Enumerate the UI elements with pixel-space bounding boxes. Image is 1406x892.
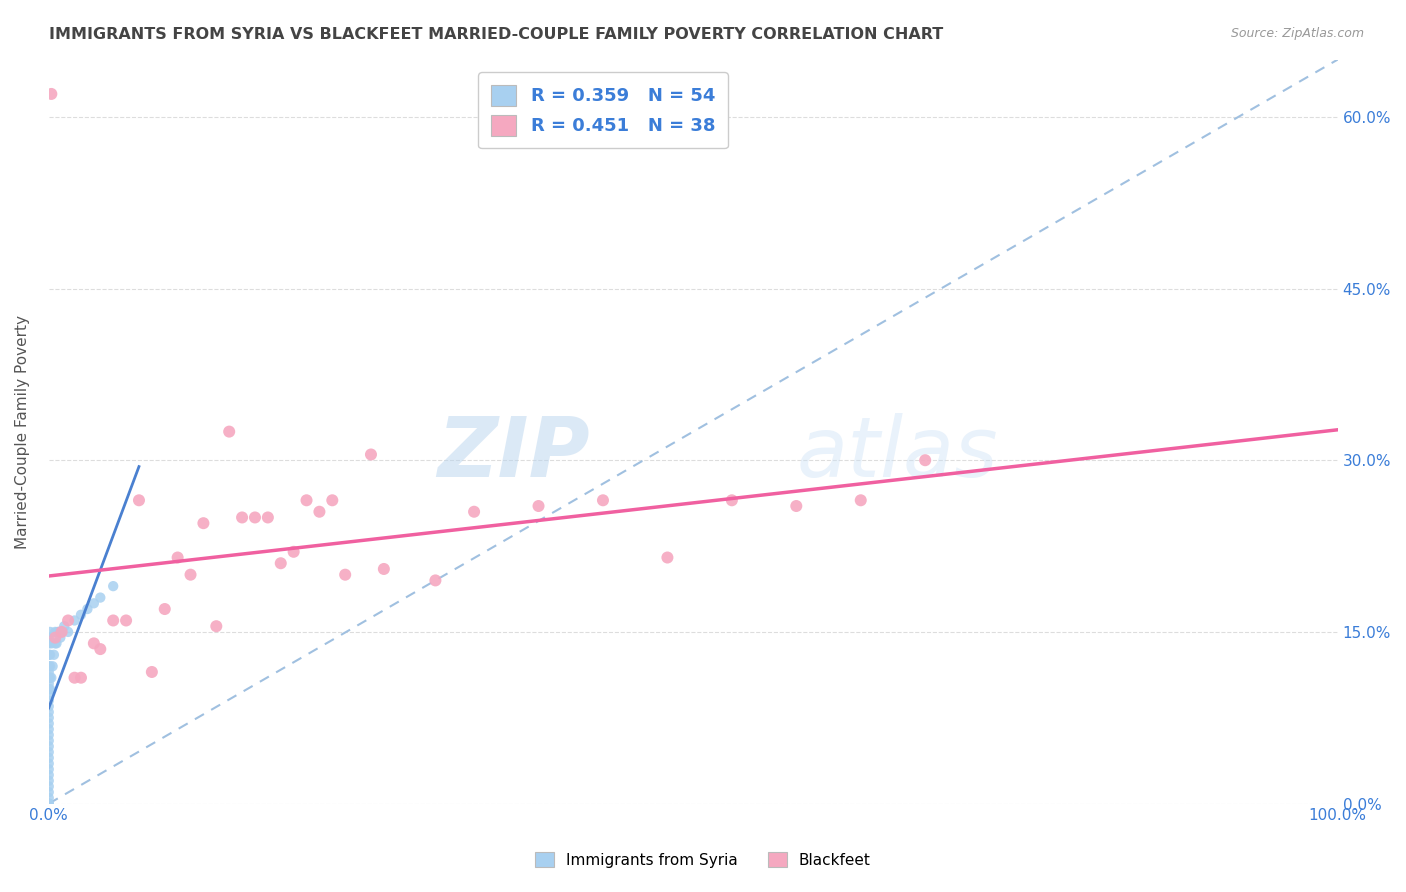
Point bbox=[38, 716, 60, 731]
Point bbox=[41, 671, 63, 685]
Point bbox=[849, 493, 872, 508]
Point bbox=[38, 693, 60, 707]
Point bbox=[180, 567, 202, 582]
Text: IMMIGRANTS FROM SYRIA VS BLACKFEET MARRIED-COUPLE FAMILY POVERTY CORRELATION CHA: IMMIGRANTS FROM SYRIA VS BLACKFEET MARRI… bbox=[49, 27, 943, 42]
Point bbox=[38, 671, 60, 685]
Point bbox=[49, 631, 72, 645]
Point bbox=[38, 636, 60, 650]
Legend: R = 0.359   N = 54, R = 0.451   N = 38: R = 0.359 N = 54, R = 0.451 N = 38 bbox=[478, 72, 728, 148]
Point bbox=[38, 733, 60, 747]
Point bbox=[115, 614, 138, 628]
Point bbox=[38, 659, 60, 673]
Point bbox=[360, 448, 382, 462]
Point bbox=[257, 510, 280, 524]
Text: atlas: atlas bbox=[796, 413, 998, 494]
Point bbox=[295, 493, 318, 508]
Point bbox=[153, 602, 176, 616]
Point bbox=[70, 671, 93, 685]
Point bbox=[56, 624, 79, 639]
Point bbox=[38, 756, 60, 771]
Point bbox=[38, 688, 60, 702]
Point bbox=[38, 762, 60, 776]
Point bbox=[38, 705, 60, 719]
Point bbox=[193, 516, 215, 531]
Point bbox=[38, 745, 60, 759]
Point bbox=[38, 631, 60, 645]
Point bbox=[89, 642, 111, 657]
Point bbox=[70, 607, 93, 622]
Point bbox=[38, 699, 60, 714]
Point bbox=[38, 648, 60, 662]
Point bbox=[76, 602, 98, 616]
Point bbox=[218, 425, 240, 439]
Point bbox=[38, 676, 60, 690]
Point bbox=[41, 636, 63, 650]
Point bbox=[38, 723, 60, 737]
Point bbox=[45, 636, 67, 650]
Point bbox=[38, 785, 60, 799]
Point bbox=[270, 556, 292, 570]
Point bbox=[46, 624, 69, 639]
Point bbox=[785, 499, 807, 513]
Point bbox=[38, 751, 60, 765]
Point bbox=[283, 545, 305, 559]
Point bbox=[39, 624, 62, 639]
Point bbox=[425, 574, 447, 588]
Point bbox=[44, 624, 66, 639]
Point bbox=[41, 87, 63, 101]
Text: ZIP: ZIP bbox=[437, 413, 591, 494]
Y-axis label: Married-Couple Family Poverty: Married-Couple Family Poverty bbox=[15, 315, 30, 549]
Point bbox=[657, 550, 679, 565]
Point bbox=[39, 659, 62, 673]
Point bbox=[166, 550, 188, 565]
Point bbox=[63, 671, 86, 685]
Point bbox=[38, 768, 60, 782]
Point bbox=[41, 659, 63, 673]
Point bbox=[39, 671, 62, 685]
Point bbox=[39, 682, 62, 697]
Point bbox=[38, 739, 60, 754]
Point bbox=[205, 619, 228, 633]
Point bbox=[38, 728, 60, 742]
Point bbox=[103, 614, 125, 628]
Point bbox=[83, 636, 105, 650]
Point bbox=[308, 505, 330, 519]
Point bbox=[38, 780, 60, 794]
Point bbox=[141, 665, 163, 679]
Point bbox=[53, 619, 76, 633]
Point bbox=[38, 797, 60, 811]
Point bbox=[321, 493, 343, 508]
Point bbox=[38, 797, 60, 811]
Point bbox=[38, 682, 60, 697]
Point bbox=[243, 510, 266, 524]
Point bbox=[38, 797, 60, 811]
Point bbox=[51, 624, 73, 639]
Point bbox=[48, 624, 70, 639]
Point bbox=[89, 591, 111, 605]
Point bbox=[83, 596, 105, 610]
Point bbox=[128, 493, 150, 508]
Point bbox=[103, 579, 125, 593]
Text: Source: ZipAtlas.com: Source: ZipAtlas.com bbox=[1230, 27, 1364, 40]
Point bbox=[63, 614, 86, 628]
Point bbox=[335, 567, 357, 582]
Point bbox=[56, 614, 79, 628]
Point bbox=[38, 773, 60, 788]
Point bbox=[42, 648, 65, 662]
Point bbox=[914, 453, 936, 467]
Point bbox=[39, 648, 62, 662]
Point bbox=[38, 665, 60, 679]
Point bbox=[38, 711, 60, 725]
Point bbox=[373, 562, 395, 576]
Point bbox=[38, 791, 60, 805]
Point bbox=[527, 499, 550, 513]
Point bbox=[44, 631, 66, 645]
Point bbox=[463, 505, 485, 519]
Point bbox=[231, 510, 253, 524]
Point bbox=[44, 636, 66, 650]
Point bbox=[721, 493, 744, 508]
Legend: Immigrants from Syria, Blackfeet: Immigrants from Syria, Blackfeet bbox=[527, 844, 879, 875]
Point bbox=[592, 493, 614, 508]
Point bbox=[51, 624, 73, 639]
